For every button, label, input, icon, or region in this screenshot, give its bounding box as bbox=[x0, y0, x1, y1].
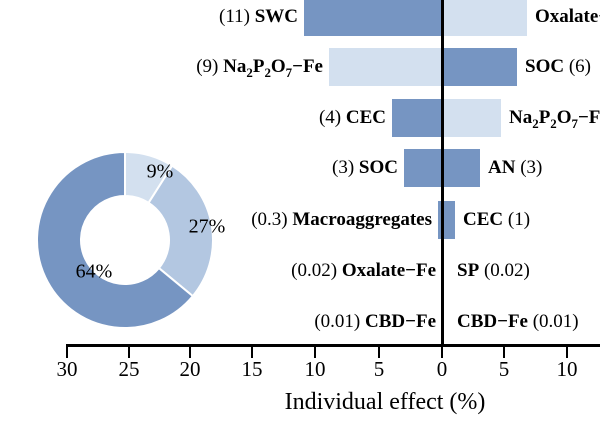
x-tick-label-20-190: 20 bbox=[179, 357, 201, 381]
label-right-row-1: Oxalate− bbox=[535, 6, 600, 27]
x-tick-5-504 bbox=[503, 347, 505, 358]
x-tick-15-252 bbox=[251, 347, 253, 358]
label-right-row-7: CBD−Fe (0.01) bbox=[457, 311, 579, 332]
bar-left-na-p-o-fe bbox=[329, 48, 442, 86]
x-tick-label-10-315: 10 bbox=[304, 357, 326, 381]
bar-right-cec bbox=[442, 201, 455, 239]
x-tick-label-5-504: 5 bbox=[498, 357, 510, 381]
x-tick-10-315 bbox=[314, 347, 316, 358]
x-tick-25-129 bbox=[128, 347, 130, 358]
bar-left-soc bbox=[404, 149, 442, 187]
x-tick-10-567 bbox=[566, 347, 568, 358]
x-tick-label-5-379: 5 bbox=[373, 357, 385, 381]
x-tick-label-15-252: 15 bbox=[241, 357, 263, 381]
x-tick-0-442 bbox=[441, 347, 443, 358]
label-left-row-4: (3) SOC bbox=[332, 157, 398, 178]
x-tick-5-379 bbox=[378, 347, 380, 358]
label-right-row-5: CEC (1) bbox=[463, 209, 531, 230]
label-left-row-7: (0.01) CBD−Fe bbox=[314, 311, 436, 332]
donut-label-27%: 27% bbox=[188, 215, 226, 238]
zero-axis-line bbox=[441, 0, 444, 347]
label-right-row-2: SOC (6) bbox=[525, 56, 591, 77]
label-left-row-3: (4) CEC bbox=[318, 107, 386, 128]
x-axis-title: Individual effect (%) bbox=[284, 389, 486, 415]
x-tick-label-30-67: 30 bbox=[56, 357, 78, 381]
x-tick-label-25-129: 25 bbox=[118, 357, 140, 381]
donut-segment-64% bbox=[36, 150, 195, 329]
bar-left-swc bbox=[304, 0, 442, 36]
label-right-row-6: SP (0.02) bbox=[457, 260, 530, 281]
bar-right-oxalate- bbox=[442, 0, 527, 36]
label-left-row-5: (0.3) Macroaggregates bbox=[251, 209, 432, 230]
bar-right-an bbox=[442, 149, 480, 187]
x-tick-label-10-567: 10 bbox=[556, 357, 578, 381]
x-tick-label-0-442: 0 bbox=[436, 357, 448, 381]
x-axis-line bbox=[66, 344, 600, 347]
label-left-row-1: (11) SWC bbox=[219, 6, 298, 27]
donut-svg bbox=[36, 150, 214, 329]
bar-right-soc bbox=[442, 48, 517, 86]
donut-segment-27% bbox=[147, 164, 214, 298]
label-left-row-2: (9) Na2P2O7−Fe bbox=[196, 56, 323, 80]
bar-right-na-p-o-fe bbox=[442, 99, 501, 137]
x-tick-20-190 bbox=[189, 347, 191, 358]
donut-label-64%: 64% bbox=[75, 260, 113, 283]
donut-label-9%: 9% bbox=[146, 160, 174, 183]
label-left-row-6: (0.02) Oxalate−Fe bbox=[291, 260, 436, 281]
bar-left-cec bbox=[392, 99, 442, 137]
x-tick-30-67 bbox=[66, 347, 68, 358]
label-right-row-3: Na2P2O7−Fe bbox=[509, 107, 600, 131]
label-right-row-4: AN (3) bbox=[488, 157, 543, 178]
bar-left-macroaggregates bbox=[438, 201, 442, 239]
